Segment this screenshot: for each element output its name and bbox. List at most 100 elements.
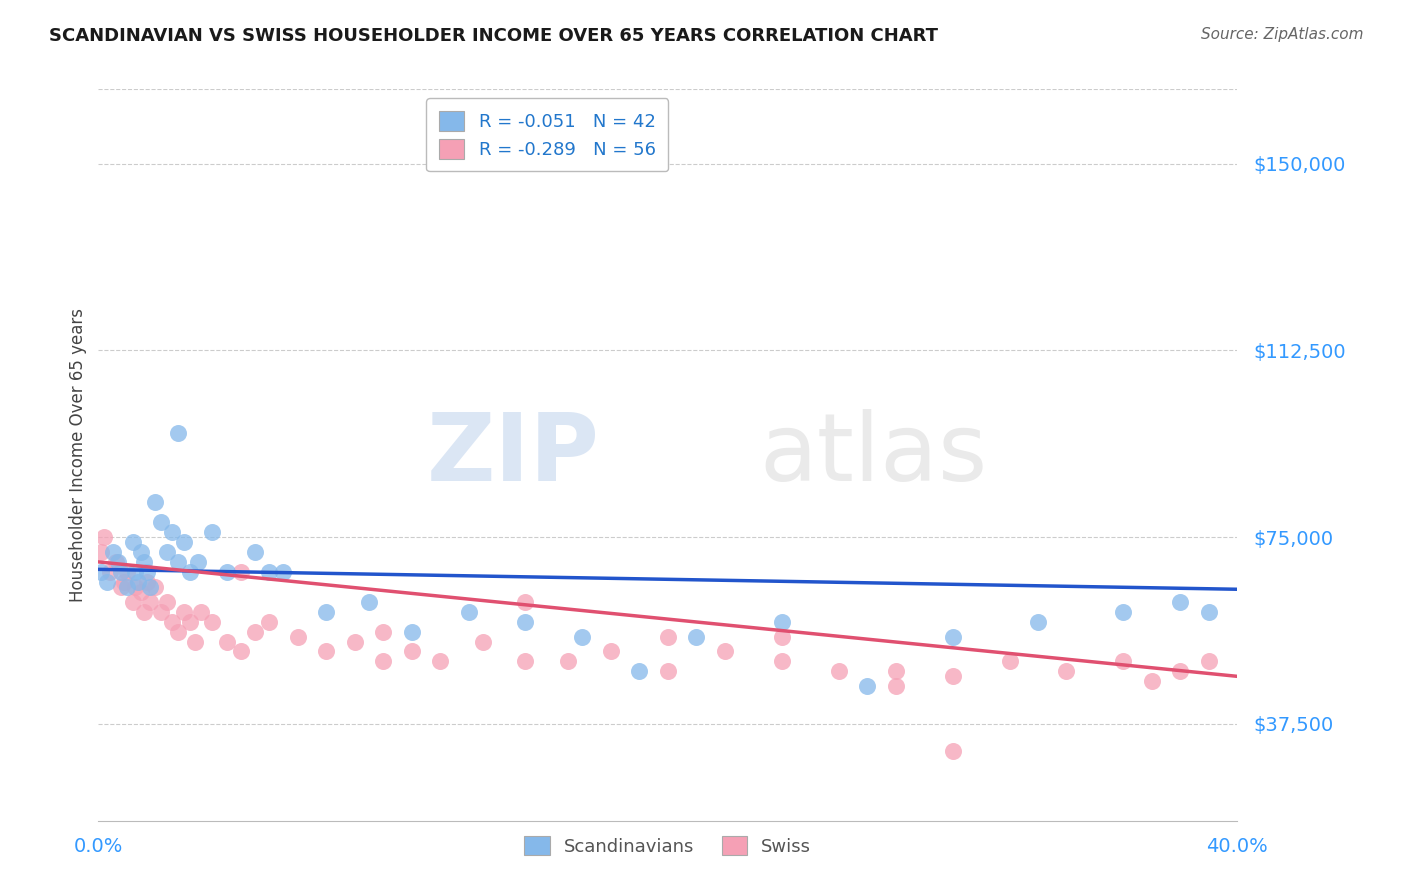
Point [714,644,737,658]
Point [315,644,337,658]
Point [167,425,190,440]
Point [187,555,209,569]
Point [115,565,138,579]
Point [942,630,965,644]
Point [343,634,366,648]
Point [101,545,124,559]
Point [1198,605,1220,619]
Point [132,605,155,619]
Point [471,634,494,648]
Point [129,584,152,599]
Point [124,565,146,579]
Text: SCANDINAVIAN VS SWISS HOUSEHOLDER INCOME OVER 65 YEARS CORRELATION CHART: SCANDINAVIAN VS SWISS HOUSEHOLDER INCOME… [49,27,938,45]
Text: Source: ZipAtlas.com: Source: ZipAtlas.com [1201,27,1364,42]
Point [243,624,266,639]
Point [184,634,207,648]
Point [93,530,115,544]
Point [1170,595,1192,609]
Point [401,644,423,658]
Point [110,565,132,579]
Legend: Scandinavians, Swiss: Scandinavians, Swiss [517,829,818,863]
Point [138,580,160,594]
Point [429,654,451,668]
Point [942,744,965,758]
Point [557,654,579,668]
Point [998,654,1021,668]
Point [104,555,127,569]
Point [162,524,184,539]
Point [1056,665,1078,679]
Text: atlas: atlas [759,409,987,501]
Point [115,580,138,594]
Point [457,605,479,619]
Point [243,545,266,559]
Point [162,615,184,629]
Point [190,605,212,619]
Point [515,595,537,609]
Point [884,665,907,679]
Point [167,624,190,639]
Point [1198,654,1220,668]
Y-axis label: Householder Income Over 65 years: Householder Income Over 65 years [69,308,87,602]
Point [229,565,252,579]
Point [770,630,793,644]
Point [173,535,195,549]
Point [657,630,679,644]
Point [373,654,395,668]
Point [259,565,281,579]
Point [145,495,167,509]
Point [150,605,173,619]
Point [135,565,157,579]
Point [156,595,179,609]
Point [98,565,121,579]
Point [201,524,224,539]
Point [770,654,793,668]
Point [167,555,190,569]
Point [156,545,179,559]
Point [373,624,395,639]
Point [90,565,112,579]
Point [121,535,143,549]
Point [135,574,157,589]
Point [401,624,423,639]
Text: ZIP: ZIP [426,409,599,501]
Point [150,515,173,529]
Point [215,634,238,648]
Point [1112,654,1135,668]
Point [357,595,380,609]
Point [657,665,679,679]
Point [173,605,195,619]
Point [856,679,879,693]
Point [942,669,965,683]
Point [1026,615,1049,629]
Point [259,615,281,629]
Point [273,565,295,579]
Point [515,654,537,668]
Point [1170,665,1192,679]
Point [315,605,337,619]
Point [215,565,238,579]
Point [138,595,160,609]
Point [124,580,146,594]
Point [110,580,132,594]
Point [127,574,149,589]
Point [145,580,167,594]
Point [201,615,224,629]
Point [287,630,309,644]
Point [1112,605,1135,619]
Point [628,665,651,679]
Point [828,665,851,679]
Point [179,615,201,629]
Point [129,545,152,559]
Point [121,595,143,609]
Point [571,630,593,644]
Point [884,679,907,693]
Point [132,555,155,569]
Point [685,630,707,644]
Point [600,644,623,658]
Point [112,574,135,589]
Point [1140,674,1163,689]
Point [90,545,112,559]
Point [770,615,793,629]
Point [96,574,118,589]
